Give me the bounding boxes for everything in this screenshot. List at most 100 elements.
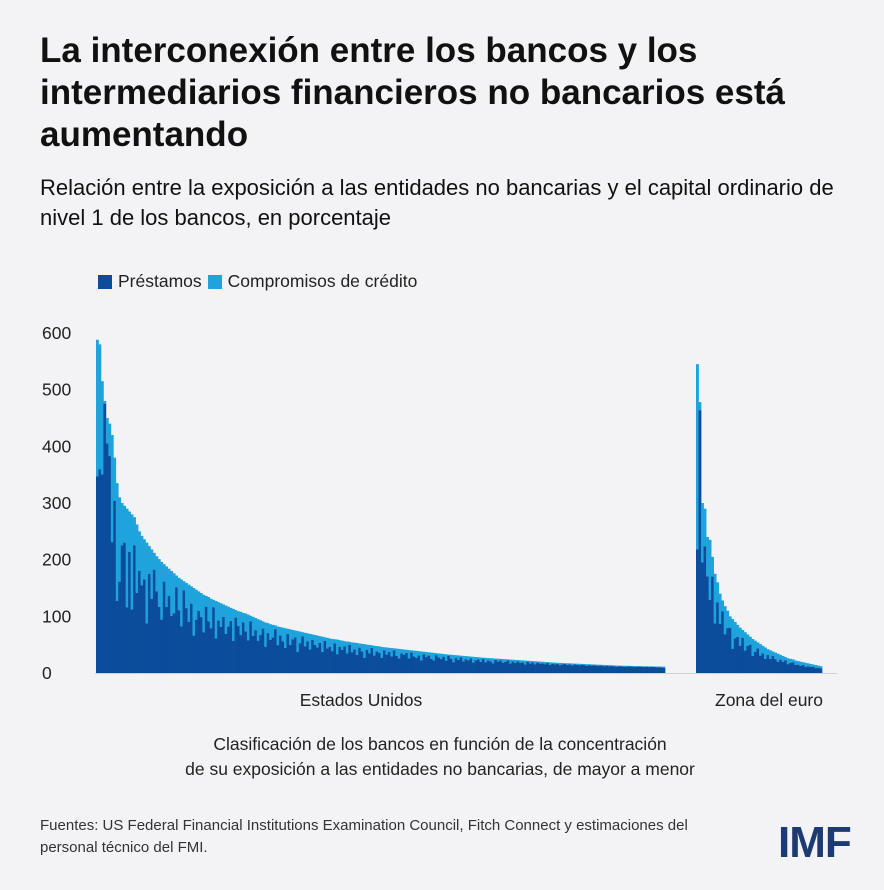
bar-prestamos-us <box>135 592 139 673</box>
bar-compromisos-us <box>130 514 134 610</box>
x-axis-title-line1: Clasificación de los bancos en función d… <box>213 734 667 754</box>
bar-prestamos-us <box>479 661 483 673</box>
bar-prestamos-us <box>128 551 131 674</box>
bar-prestamos-us <box>338 646 342 673</box>
bar-prestamos-us <box>457 660 461 673</box>
bar-prestamos-us <box>610 666 614 673</box>
bar-compromisos-us <box>622 665 626 667</box>
bar-compromisos-us <box>375 646 379 652</box>
bar-compromisos-ea <box>811 664 815 667</box>
bar-prestamos-us <box>580 664 584 673</box>
bar-prestamos-us <box>162 581 166 673</box>
bar-compromisos-us <box>620 665 624 667</box>
bar-prestamos-ea <box>789 662 793 673</box>
bar-compromisos-us <box>249 615 253 622</box>
bar-prestamos-ea <box>791 662 795 673</box>
bar-compromisos-us <box>514 659 517 664</box>
bar-compromisos-us <box>425 652 428 658</box>
bar-prestamos-us <box>642 667 646 673</box>
bar-prestamos-ea <box>716 602 720 673</box>
bar-prestamos-us <box>556 663 559 673</box>
bar-prestamos-us <box>439 659 443 673</box>
bar-compromisos-us <box>387 647 391 652</box>
bar-compromisos-us <box>412 650 416 657</box>
bar-compromisos-us <box>444 654 448 661</box>
bar-compromisos-us <box>506 659 510 661</box>
bar-prestamos-us <box>328 646 332 673</box>
y-tick-label: 0 <box>42 663 52 683</box>
bar-prestamos-us <box>380 657 384 673</box>
bar-compromisos-us <box>343 641 347 647</box>
bar-prestamos-us <box>541 663 545 673</box>
bar-compromisos-us <box>113 457 117 501</box>
bar-compromisos-us <box>237 611 240 627</box>
bar-prestamos-us <box>296 652 300 673</box>
bar-prestamos-ea <box>748 644 752 673</box>
bar-prestamos-us <box>618 666 621 673</box>
bar-prestamos-us <box>150 598 154 673</box>
bar-prestamos-us <box>486 660 490 673</box>
bar-prestamos-us <box>214 638 218 673</box>
bar-chart: 0 100 200 300 400 500 600 Estados Unidos Zona de… <box>42 323 837 710</box>
bar-compromisos-us <box>588 664 592 666</box>
bar-compromisos-us <box>170 571 174 616</box>
bar-prestamos-us <box>308 649 312 673</box>
bar-prestamos-us <box>224 633 228 673</box>
bar-compromisos-us <box>380 646 384 658</box>
bar-prestamos-ea <box>764 658 767 673</box>
bar-compromisos-us <box>402 649 406 655</box>
bar-compromisos-ea <box>809 663 813 668</box>
bar-prestamos-us <box>622 666 626 673</box>
bar-compromisos-us <box>415 650 418 658</box>
bar-prestamos-us <box>387 651 391 673</box>
bar-compromisos-us <box>447 654 451 657</box>
bar-compromisos-us <box>212 599 216 608</box>
bar-compromisos-us <box>254 618 258 631</box>
bar-compromisos-us <box>474 657 478 661</box>
bar-prestamos-us <box>175 587 178 673</box>
bar-compromisos-us <box>363 644 366 658</box>
bar-compromisos-us <box>219 603 223 627</box>
bar-compromisos-us <box>417 651 421 656</box>
bar-compromisos-us <box>323 637 327 641</box>
bar-compromisos-us <box>472 656 475 663</box>
bar-compromisos-us <box>469 656 473 659</box>
bar-prestamos-us <box>585 665 589 673</box>
bar-compromisos-us <box>96 339 99 477</box>
bar-prestamos-us <box>390 656 394 673</box>
bar-compromisos-ea <box>713 573 717 624</box>
bar-prestamos-us <box>266 633 270 673</box>
bar-compromisos-us <box>382 647 386 651</box>
bar-compromisos-us <box>655 666 658 668</box>
bar-prestamos-us <box>323 640 327 673</box>
bar-compromisos-us <box>499 658 503 661</box>
bar-compromisos-us <box>491 658 495 664</box>
bar-prestamos-us <box>402 654 406 673</box>
bar-compromisos-ea <box>738 627 742 646</box>
bar-compromisos-us <box>279 627 282 636</box>
bar-prestamos-us <box>286 634 290 673</box>
bar-prestamos-us <box>397 658 401 673</box>
bar-compromisos-us <box>533 661 537 665</box>
bar-prestamos-us <box>640 666 644 673</box>
bar-prestamos-ea <box>774 659 777 673</box>
bar-prestamos-us <box>167 595 171 673</box>
bar-compromisos-us <box>531 661 535 663</box>
x-axis-title-line2: de su exposición a las entidades no banc… <box>185 759 695 779</box>
bar-prestamos-us <box>348 644 352 673</box>
bar-prestamos-us <box>152 569 156 673</box>
bar-compromisos-us <box>449 654 453 659</box>
bar-prestamos-us <box>187 621 191 673</box>
bar-prestamos-ea <box>723 634 727 673</box>
bar-prestamos-ea <box>706 576 709 673</box>
bar-prestamos-us <box>155 591 159 673</box>
bar-compromisos-us <box>293 630 297 638</box>
bar-compromisos-us <box>175 575 178 588</box>
bar-prestamos-us <box>140 585 144 673</box>
legend-item-compromisos: Compromisos de crédito <box>207 271 417 292</box>
bar-compromisos-us <box>271 624 275 638</box>
bar-compromisos-us <box>573 663 577 665</box>
bar-compromisos-us <box>578 663 582 666</box>
bar-prestamos-us <box>105 443 109 673</box>
bar-compromisos-us <box>516 660 520 662</box>
